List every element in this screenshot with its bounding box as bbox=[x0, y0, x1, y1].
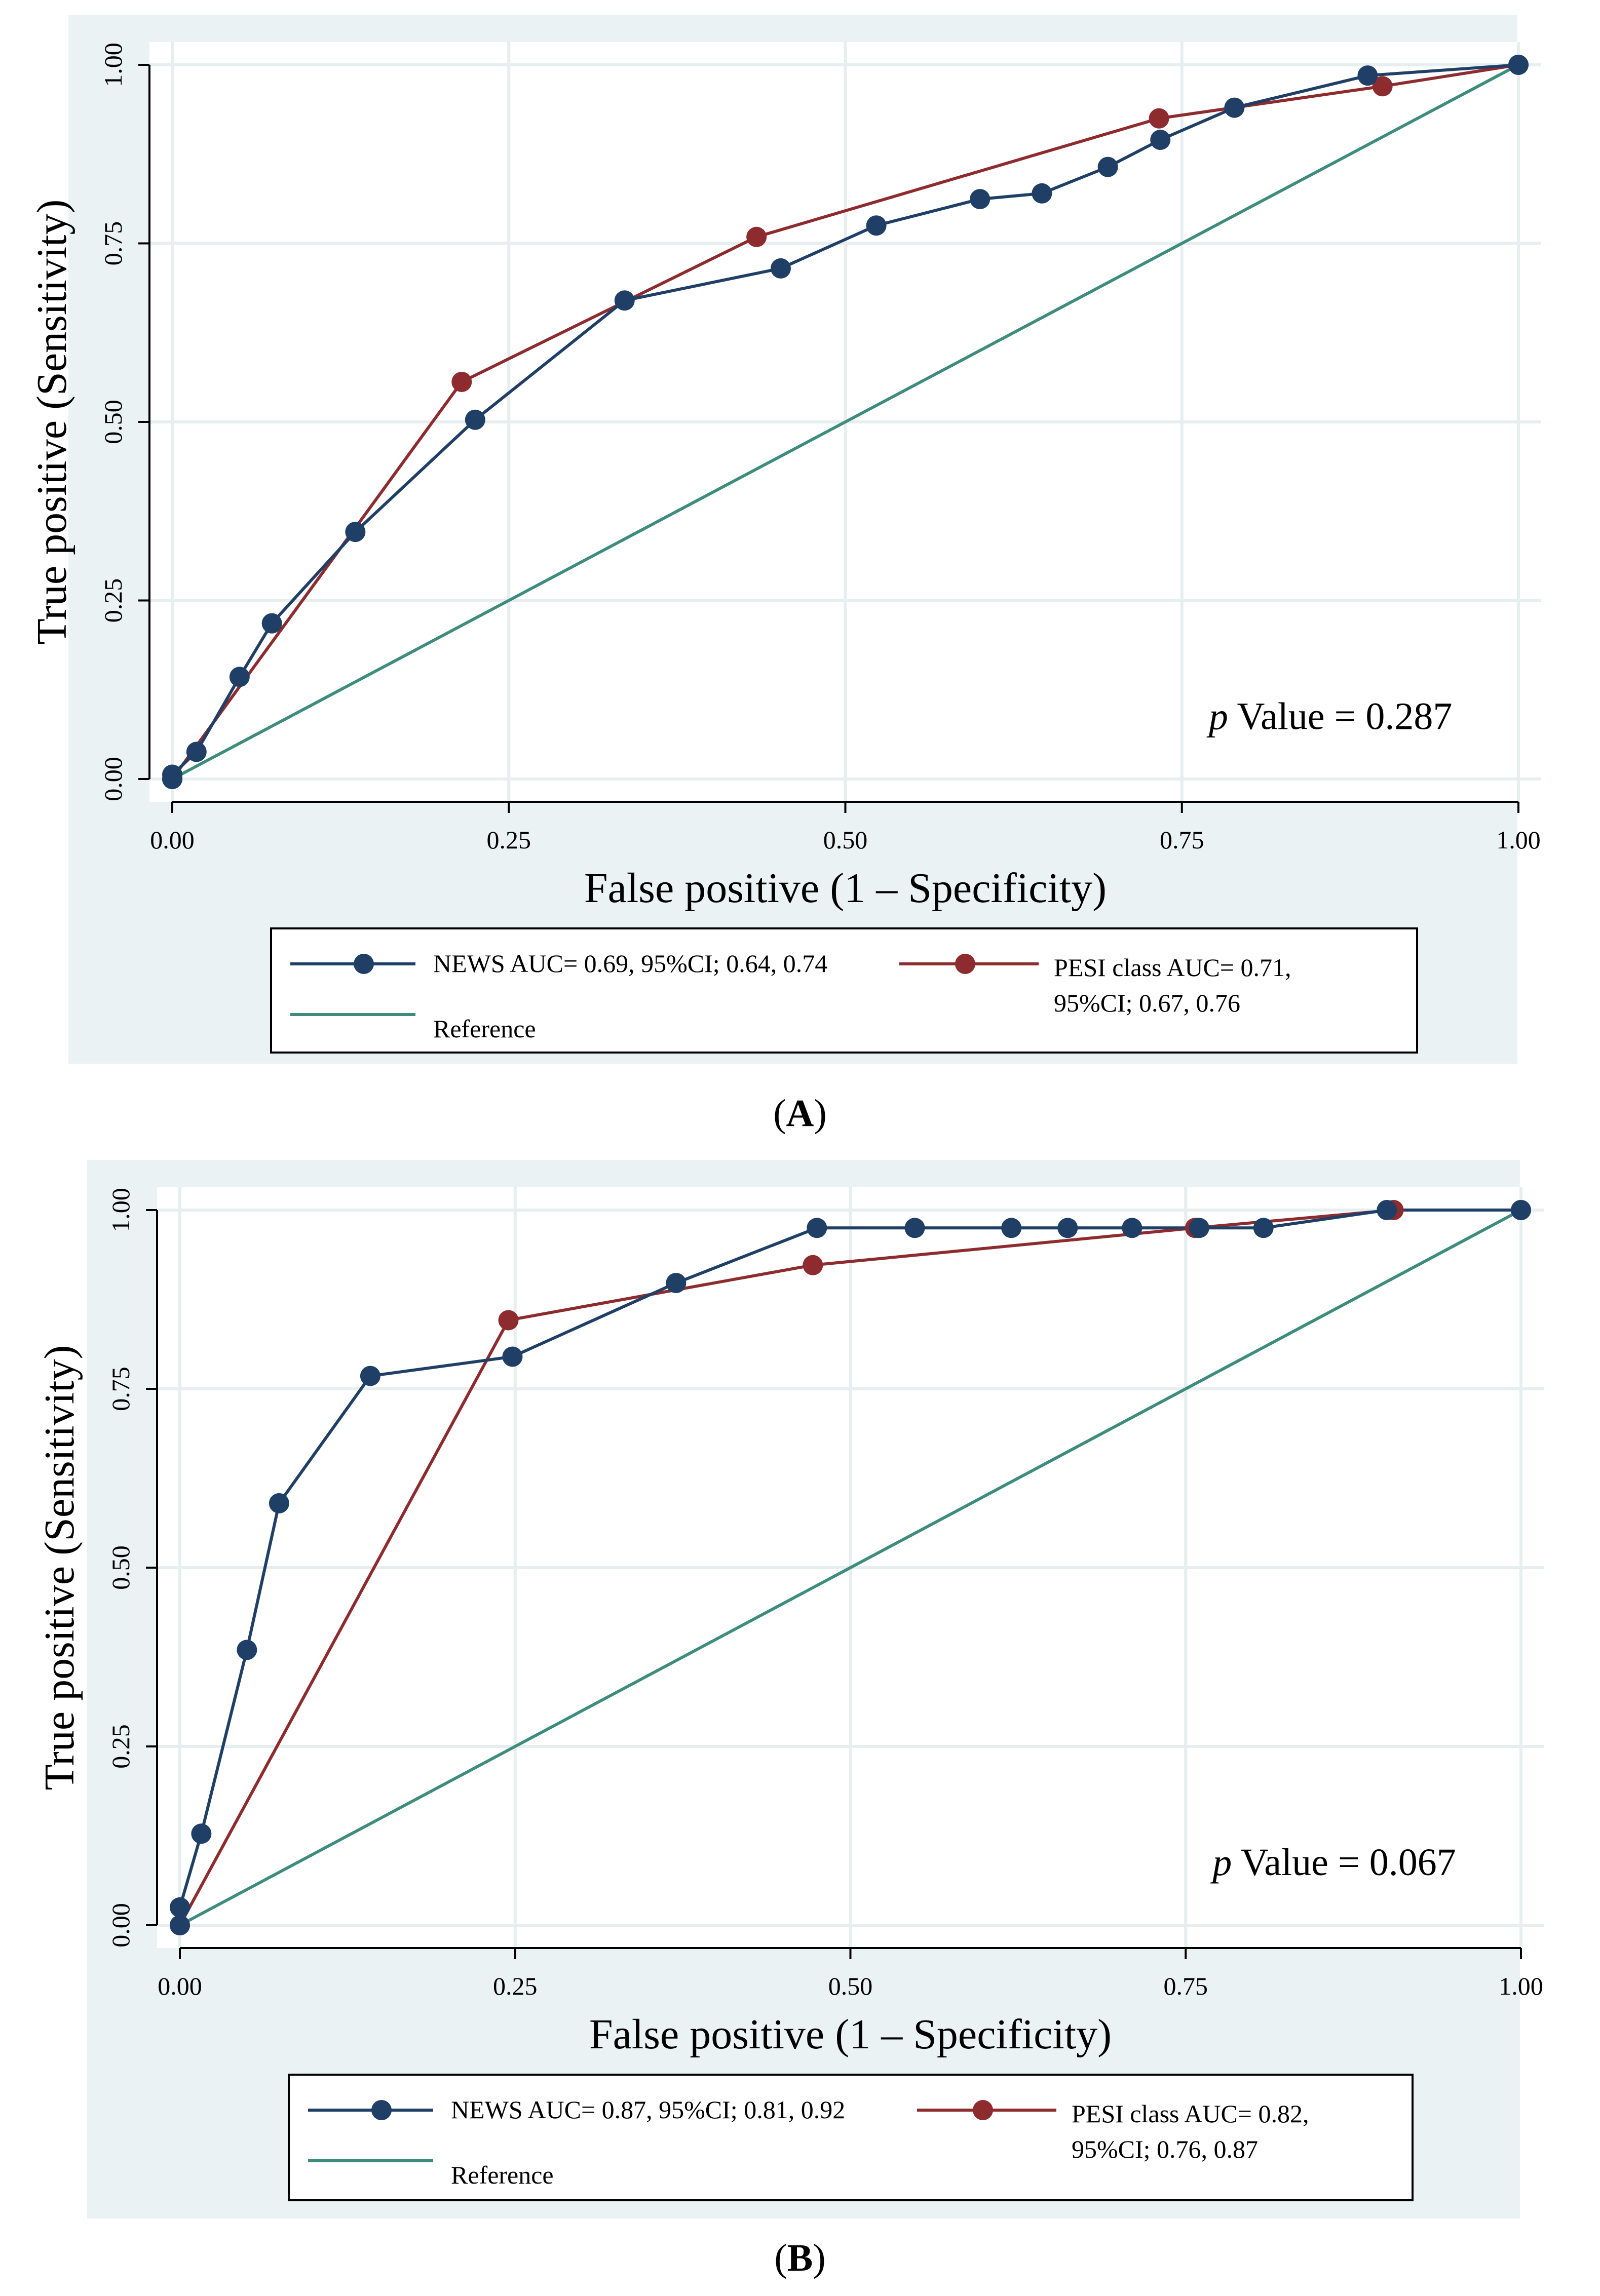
x-tick-label: 0.00 bbox=[158, 1972, 202, 2000]
data-point-news bbox=[502, 1346, 523, 1367]
y-tick-label: 0.50 bbox=[106, 1545, 135, 1590]
data-point-pesi-class bbox=[803, 1255, 823, 1275]
data-point-news bbox=[1189, 1218, 1209, 1238]
data-point-news bbox=[1057, 1218, 1078, 1238]
data-point-pesi-class bbox=[746, 226, 767, 247]
data-point-news bbox=[360, 1366, 380, 1386]
data-point-news bbox=[1001, 1218, 1022, 1238]
data-point-news bbox=[1122, 1218, 1142, 1238]
data-point-news bbox=[345, 522, 366, 542]
x-tick-label: 0.00 bbox=[150, 826, 195, 854]
x-tick-label: 0.50 bbox=[828, 1972, 873, 2000]
x-tick-label: 0.75 bbox=[1164, 1972, 1208, 2000]
y-tick-label: 1.00 bbox=[99, 43, 127, 87]
p-value-text: Value = 0.067 bbox=[1232, 1841, 1456, 1884]
data-point-news bbox=[1511, 1200, 1531, 1220]
p-value-text: Value = 0.287 bbox=[1228, 695, 1453, 737]
legend-label-reference: Reference bbox=[451, 2161, 554, 2189]
data-point-news bbox=[1253, 1218, 1274, 1238]
data-point-news bbox=[1032, 183, 1052, 204]
series-line-reference bbox=[179, 1209, 1522, 1927]
data-point-pesi-class bbox=[451, 372, 472, 393]
data-point-news bbox=[1224, 97, 1245, 118]
legend: NEWS AUC= 0.69, 95%CI; 0.64, 0.74 PESI cl… bbox=[270, 927, 1418, 1054]
x-tick-label: 1.00 bbox=[1496, 826, 1541, 854]
p-symbol: p bbox=[1206, 695, 1228, 737]
data-point-news bbox=[666, 1273, 687, 1294]
data-point-pesi-class bbox=[1149, 108, 1169, 129]
legend-label-news: NEWS AUC= 0.87, 95%CI; 0.81, 0.92 bbox=[451, 2095, 845, 2124]
y-tick-label: 0.50 bbox=[99, 400, 127, 444]
data-point-news bbox=[807, 1218, 827, 1238]
x-axis-title: False positive (1 – Specificity) bbox=[589, 2011, 1112, 2058]
data-point-news bbox=[237, 1640, 257, 1660]
y-axis-title: True positive (Sensitivity) bbox=[28, 200, 75, 645]
chart-panel-b: 0.00 0.00 0.25 0.25 0.50 0.50 0.75 0.75 1.00 1.00… bbox=[36, 1160, 1544, 2219]
data-point-news bbox=[770, 258, 791, 279]
caption-close: ) bbox=[814, 1092, 827, 1135]
p-value-annotation: p Value = 0.067 bbox=[1210, 1841, 1456, 1884]
legend-label-news: NEWS AUC= 0.69, 95%CI; 0.64, 0.74 bbox=[433, 949, 827, 978]
data-point-news bbox=[904, 1218, 925, 1238]
data-point-news bbox=[170, 1897, 190, 1918]
caption-close: ) bbox=[813, 2237, 826, 2279]
data-point-news bbox=[261, 613, 282, 634]
p-symbol: p bbox=[1210, 1841, 1232, 1884]
legend-label-pesi-line2: 95%CI; 0.67, 0.76 bbox=[1054, 989, 1240, 1017]
x-axis-title: False positive (1 – Specificity) bbox=[584, 865, 1107, 912]
legend-marker-news bbox=[371, 2100, 392, 2120]
panel-caption-a: (A) bbox=[0, 1092, 1600, 1136]
legend-label-pesi-line2: 95%CI; 0.76, 0.87 bbox=[1072, 2135, 1258, 2163]
data-point-news bbox=[970, 189, 991, 210]
legend-box bbox=[288, 2074, 1414, 2201]
series-line-pesi-class bbox=[171, 63, 1519, 780]
x-tick-label: 0.75 bbox=[1160, 826, 1204, 854]
series-line-reference bbox=[171, 63, 1519, 781]
data-point-news bbox=[614, 290, 635, 311]
y-tick-label: 0.75 bbox=[106, 1367, 135, 1411]
legend-marker-pesi bbox=[955, 954, 975, 974]
legend-label-reference: Reference bbox=[433, 1015, 536, 1043]
data-point-news bbox=[191, 1823, 212, 1844]
legend: NEWS AUC= 0.87, 95%CI; 0.81, 0.92 PESI cl… bbox=[288, 2074, 1414, 2201]
x-tick-label: 1.00 bbox=[1499, 1972, 1543, 2000]
data-point-news bbox=[866, 215, 887, 236]
data-point-pesi-class bbox=[1372, 76, 1393, 97]
data-point-news bbox=[229, 667, 250, 687]
p-value-annotation: p Value = 0.287 bbox=[1206, 695, 1453, 737]
data-point-pesi-class bbox=[498, 1310, 519, 1331]
x-tick-label: 0.25 bbox=[487, 826, 531, 854]
y-tick-label: 0.00 bbox=[106, 1903, 135, 1948]
legend-label-pesi-line1: PESI class AUC= 0.71, bbox=[1054, 953, 1291, 982]
legend-marker-pesi bbox=[973, 2100, 993, 2120]
data-point-news bbox=[1357, 65, 1378, 86]
x-tick-label: 0.25 bbox=[493, 1972, 538, 2000]
y-tick-label: 1.00 bbox=[106, 1188, 135, 1232]
data-point-news bbox=[1150, 130, 1171, 150]
panel-caption-b: (B) bbox=[0, 2236, 1600, 2280]
caption-label: B bbox=[787, 2237, 813, 2279]
data-point-news bbox=[1508, 55, 1529, 75]
y-axis-title: True positive (Sensitivity) bbox=[36, 1345, 83, 1791]
data-point-news bbox=[162, 764, 182, 785]
caption-open: ( bbox=[774, 2237, 787, 2279]
legend-label-pesi-line1: PESI class AUC= 0.82, bbox=[1072, 2099, 1309, 2128]
legend-marker-news bbox=[354, 954, 374, 974]
y-tick-label: 0.75 bbox=[99, 221, 127, 266]
y-tick-label: 0.25 bbox=[99, 578, 127, 623]
data-point-news bbox=[186, 742, 207, 762]
data-point-news bbox=[1097, 157, 1118, 177]
y-tick-label: 0.00 bbox=[99, 757, 127, 801]
data-point-news bbox=[1377, 1200, 1397, 1220]
data-point-news bbox=[269, 1493, 289, 1513]
caption-open: ( bbox=[773, 1092, 786, 1135]
y-tick-label: 0.25 bbox=[106, 1724, 135, 1769]
legend-box bbox=[270, 927, 1418, 1054]
data-point-news bbox=[170, 1915, 190, 1935]
data-point-news bbox=[465, 409, 485, 430]
chart-panel-a: 0.00 0.00 0.25 0.25 0.50 0.50 0.75 0.75 1.00 1.00… bbox=[28, 15, 1541, 1064]
caption-label: A bbox=[786, 1092, 814, 1135]
x-tick-label: 0.50 bbox=[823, 826, 868, 854]
